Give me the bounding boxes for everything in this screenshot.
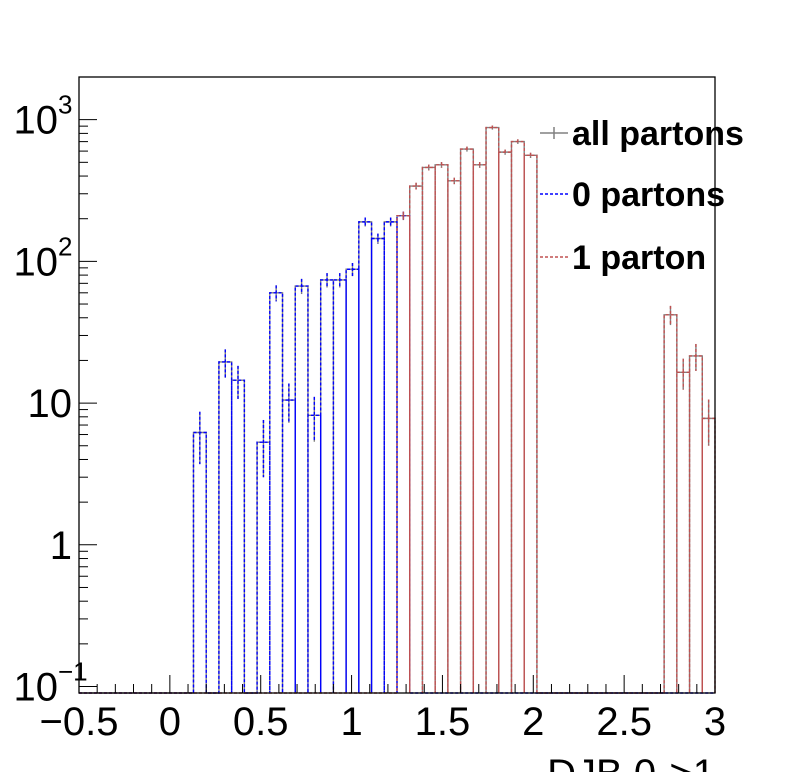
- x-tick-label: 2: [522, 700, 544, 744]
- x-tick-label: 0: [159, 700, 181, 744]
- y-tick-base: 10: [28, 382, 73, 426]
- legend-label: all partons: [572, 115, 744, 153]
- legend-label: 1 parton: [572, 239, 706, 277]
- series-line: [79, 126, 716, 694]
- series-1: [79, 211, 715, 694]
- x-tick-label: 2.5: [596, 700, 652, 744]
- y-tick-label: 10 −1: [14, 657, 88, 710]
- y-tick-base: 10: [14, 240, 59, 284]
- y-tick-base: 1: [50, 524, 72, 568]
- legend-label: 0 partons: [572, 176, 725, 214]
- y-tick-base: 10: [14, 666, 59, 710]
- legend-entry: all partons: [540, 115, 744, 153]
- x-tick-label: −0.5: [40, 700, 119, 744]
- y-tick-label: 10 2: [14, 231, 73, 284]
- legend-entry: 0 partons: [540, 176, 725, 214]
- series-2: [79, 125, 716, 694]
- y-tick-exponent: 3: [58, 90, 72, 120]
- y-tick-label: 10 3: [14, 90, 73, 143]
- y-tick-label: 1: [50, 524, 72, 568]
- legend: all partons 0 partons 1 parton: [540, 115, 744, 277]
- x-tick-label: 0.5: [233, 700, 289, 744]
- x-tick-label: 3: [704, 700, 726, 744]
- x-tick-label: 1.5: [415, 700, 471, 744]
- y-tick-exponent: −1: [58, 657, 88, 687]
- histogram-lines: [79, 125, 716, 694]
- y-tick-label: 10: [28, 382, 73, 426]
- x-axis-label: DJB 0->1: [547, 752, 715, 772]
- series-line: [79, 215, 715, 694]
- legend-entry: 1 parton: [540, 239, 706, 277]
- y-tick-exponent: 2: [58, 231, 72, 261]
- x-tick-label: 1: [340, 700, 362, 744]
- plot-frame: [78, 76, 716, 694]
- y-tick-base: 10: [14, 99, 59, 143]
